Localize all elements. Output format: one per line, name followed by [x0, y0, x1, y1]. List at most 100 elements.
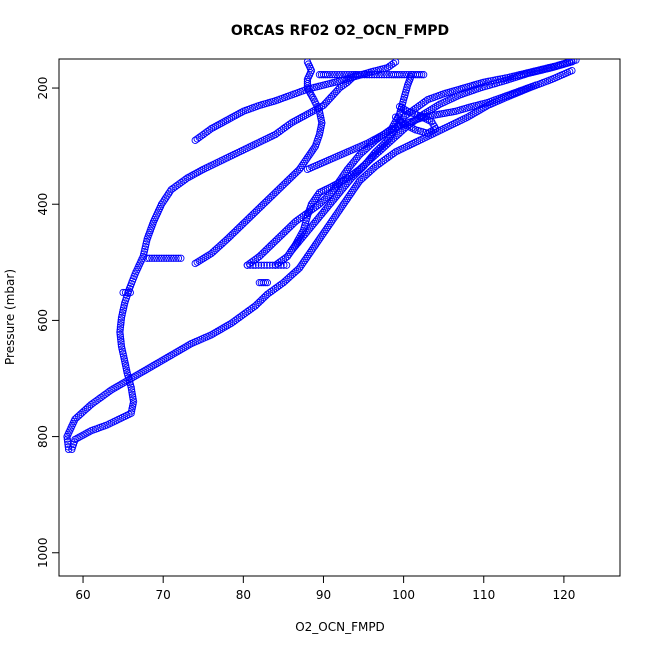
data-point: [398, 71, 406, 79]
data-point: [308, 92, 316, 100]
data-point: [378, 71, 386, 79]
data-point: [330, 214, 338, 222]
data-point: [375, 71, 383, 79]
data-point: [181, 343, 189, 351]
data-point: [305, 152, 313, 160]
data-point: [381, 129, 390, 138]
data-point: [338, 202, 346, 210]
data-point: [313, 192, 321, 201]
data-point: [73, 434, 81, 443]
data-point: [331, 71, 339, 79]
data-point: [63, 435, 71, 443]
data-point: [211, 328, 219, 337]
data-point: [128, 388, 136, 396]
data-point: [305, 109, 314, 117]
data-point: [347, 188, 356, 197]
data-point: [430, 104, 438, 112]
data-point: [282, 261, 291, 269]
data-point: [298, 161, 306, 170]
data-point: [117, 380, 125, 388]
data-point: [181, 175, 189, 184]
data-point: [153, 254, 161, 262]
data-point: [328, 71, 336, 79]
data-point: [311, 194, 320, 203]
x-tick-label: 60: [75, 588, 90, 602]
data-point: [160, 254, 168, 262]
data-point: [373, 71, 381, 79]
y-tick-label: 200: [36, 77, 50, 100]
data-point: [231, 111, 239, 120]
series-1: [63, 66, 576, 454]
data-point: [243, 261, 251, 269]
data-point: [365, 71, 374, 79]
x-tick-label: 80: [236, 588, 251, 602]
data-point: [383, 128, 392, 136]
data-point: [117, 316, 125, 324]
data-point: [271, 261, 280, 269]
data-point: [148, 254, 156, 262]
data-point: [174, 254, 183, 262]
data-point: [285, 250, 293, 259]
data-point: [338, 71, 346, 79]
data-point: [213, 121, 221, 130]
data-point: [293, 115, 302, 124]
data-point: [161, 355, 169, 363]
data-point: [139, 367, 147, 376]
data-point: [345, 192, 353, 201]
data-point: [225, 115, 233, 123]
data-point: [223, 321, 231, 330]
data-point: [301, 256, 309, 265]
data-point: [298, 260, 306, 268]
data-point: [377, 131, 386, 140]
data-point: [195, 257, 203, 265]
data-point: [369, 136, 378, 144]
data-point: [172, 254, 180, 262]
data-point: [277, 261, 285, 269]
data-point: [263, 278, 272, 287]
data-point: [383, 136, 392, 144]
data-point: [199, 254, 207, 263]
data-point: [371, 135, 380, 143]
data-point: [335, 71, 344, 79]
data-point: [147, 363, 155, 371]
data-point: [71, 435, 79, 444]
data-point: [387, 126, 396, 134]
data-point: [75, 433, 83, 441]
data-point: [109, 385, 117, 393]
data-point: [183, 174, 191, 182]
data-point: [201, 253, 209, 261]
data-point: [177, 254, 185, 262]
data-point: [249, 261, 257, 269]
data-point: [307, 200, 316, 208]
series-11: [143, 254, 185, 262]
data-point: [351, 183, 360, 191]
data-point: [211, 122, 219, 131]
data-point: [299, 159, 308, 168]
data-point: [221, 117, 229, 125]
data-point: [111, 384, 119, 392]
data-point: [155, 358, 163, 366]
data-point: [327, 183, 336, 191]
data-point: [323, 71, 332, 79]
y-tick-label: 600: [36, 309, 50, 332]
data-point: [334, 208, 342, 216]
data-point: [365, 138, 374, 146]
data-point: [367, 137, 376, 145]
data-point: [329, 216, 337, 224]
data-point: [183, 342, 191, 350]
data-point: [309, 245, 317, 253]
data-point: [310, 196, 318, 205]
data-point: [337, 204, 345, 212]
data-point: [116, 328, 124, 336]
data-point: [434, 101, 442, 110]
data-point: [259, 278, 268, 287]
data-point: [329, 182, 338, 190]
data-point: [169, 254, 178, 262]
data-point: [301, 111, 310, 119]
data-point: [151, 360, 159, 369]
data-point: [107, 386, 115, 394]
data-point: [119, 288, 127, 297]
data-point: [568, 66, 576, 75]
data-point: [385, 127, 394, 135]
data-point: [295, 165, 304, 174]
